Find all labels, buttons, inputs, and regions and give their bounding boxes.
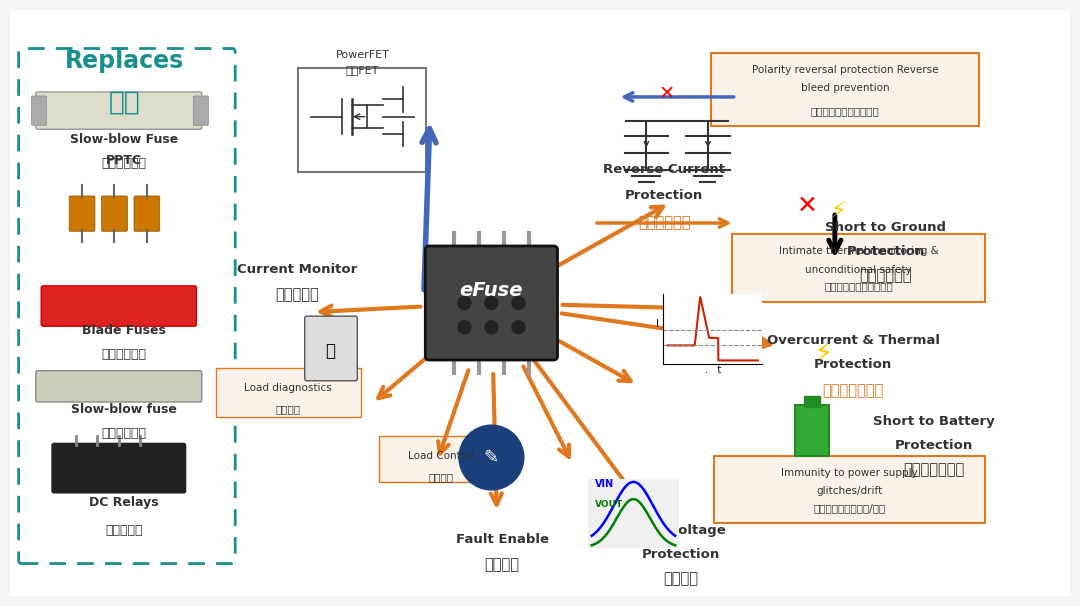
FancyBboxPatch shape [69, 196, 95, 231]
FancyBboxPatch shape [10, 10, 1070, 596]
Text: unconditional safety: unconditional safety [806, 265, 912, 275]
FancyBboxPatch shape [36, 92, 202, 129]
FancyBboxPatch shape [52, 444, 186, 493]
Text: Intimate thermal monitoring &: Intimate thermal monitoring & [779, 247, 939, 256]
X-axis label: .   t: . t [704, 365, 721, 375]
Text: 慢燕断保险丝: 慢燕断保险丝 [102, 427, 147, 440]
FancyBboxPatch shape [805, 396, 820, 407]
FancyBboxPatch shape [714, 456, 985, 523]
Text: Slow-blow Fuse: Slow-blow Fuse [70, 133, 178, 146]
Text: 慢燕断保险丝: 慢燕断保险丝 [102, 157, 147, 170]
FancyBboxPatch shape [134, 196, 160, 231]
FancyBboxPatch shape [41, 286, 197, 326]
FancyBboxPatch shape [379, 436, 502, 482]
Text: 对电池短路保护: 对电池短路保护 [904, 462, 964, 477]
Text: VIN: VIN [595, 479, 615, 489]
Text: 对地短路保护: 对地短路保护 [860, 268, 912, 283]
Text: glitches/drift: glitches/drift [816, 486, 882, 496]
Text: ✕: ✕ [797, 194, 819, 218]
Text: Load Control: Load Control [407, 451, 474, 461]
Text: Current Monitor: Current Monitor [237, 263, 357, 276]
Text: Protection: Protection [847, 245, 924, 258]
Text: Blade Fuses: Blade Fuses [82, 324, 166, 337]
Text: DC Relays: DC Relays [90, 496, 159, 510]
Text: 负载诊断: 负载诊断 [275, 404, 301, 414]
Text: Short to Battery: Short to Battery [874, 415, 995, 428]
FancyBboxPatch shape [102, 196, 127, 231]
Text: Immunity to power supply: Immunity to power supply [781, 468, 918, 478]
Text: ✕: ✕ [658, 84, 675, 104]
Text: Fault Enable: Fault Enable [456, 533, 549, 546]
Text: VOUT: VOUT [595, 499, 623, 508]
Text: 可防止出现电压毛刺/漂移: 可防止出现电压毛刺/漂移 [813, 503, 886, 513]
FancyBboxPatch shape [31, 96, 46, 125]
FancyBboxPatch shape [305, 316, 357, 381]
Text: 刀片式保险丝: 刀片式保险丝 [102, 348, 147, 361]
Text: Polarity reversal protection Reverse: Polarity reversal protection Reverse [752, 65, 939, 75]
Text: PPTC: PPTC [106, 154, 143, 167]
FancyBboxPatch shape [711, 53, 980, 126]
Text: Load diagnostics: Load diagnostics [244, 383, 333, 393]
Text: Reverse Current: Reverse Current [604, 163, 725, 176]
FancyBboxPatch shape [298, 68, 427, 171]
Circle shape [512, 296, 525, 310]
Text: Overvoltage: Overvoltage [635, 524, 726, 537]
Circle shape [485, 296, 498, 310]
Circle shape [485, 321, 498, 334]
Text: PowerFET: PowerFET [336, 50, 389, 59]
Circle shape [458, 296, 471, 310]
Text: Slow-blow fuse: Slow-blow fuse [71, 402, 177, 416]
Text: Protection: Protection [814, 358, 892, 371]
Text: Protection: Protection [625, 188, 703, 202]
FancyBboxPatch shape [216, 368, 361, 417]
Text: 电流监控器: 电流监控器 [275, 288, 319, 302]
Text: Replaces: Replaces [65, 48, 184, 73]
Text: Overcurrent & Thermal: Overcurrent & Thermal [767, 334, 940, 347]
Text: bleed prevention: bleed prevention [800, 83, 890, 93]
FancyBboxPatch shape [193, 96, 208, 125]
Text: 更换: 更换 [108, 90, 140, 116]
Text: 负载控制: 负载控制 [428, 472, 454, 482]
Text: 反极性保护避免反向渗出: 反极性保护避免反向渗出 [811, 106, 879, 116]
Text: 功率FET: 功率FET [346, 65, 379, 75]
Circle shape [512, 321, 525, 334]
FancyBboxPatch shape [36, 371, 202, 402]
Text: 📱: 📱 [325, 342, 336, 361]
Text: 密切的热监测和无忧安全: 密切的热监测和无忧安全 [824, 282, 893, 291]
Text: ⚡: ⚡ [813, 341, 833, 368]
Text: 直流继电器: 直流继电器 [106, 524, 143, 537]
Text: 故障报告: 故障报告 [485, 558, 519, 572]
FancyBboxPatch shape [795, 405, 829, 456]
Text: 过压保护: 过压保护 [663, 571, 698, 586]
Text: ✎: ✎ [484, 448, 499, 467]
Text: Short to Ground: Short to Ground [825, 221, 946, 234]
Y-axis label: I: I [657, 319, 659, 328]
Text: 过流和过热保护: 过流和过热保护 [823, 383, 883, 398]
Text: eFuse: eFuse [460, 281, 523, 301]
Text: 反向电流保护: 反向电流保护 [638, 216, 690, 230]
Text: ⚡: ⚡ [831, 202, 846, 222]
Text: Protection: Protection [642, 548, 719, 561]
Circle shape [458, 321, 471, 334]
Circle shape [459, 425, 524, 490]
FancyBboxPatch shape [732, 235, 985, 302]
FancyBboxPatch shape [426, 246, 557, 360]
Text: Protection: Protection [895, 439, 973, 452]
